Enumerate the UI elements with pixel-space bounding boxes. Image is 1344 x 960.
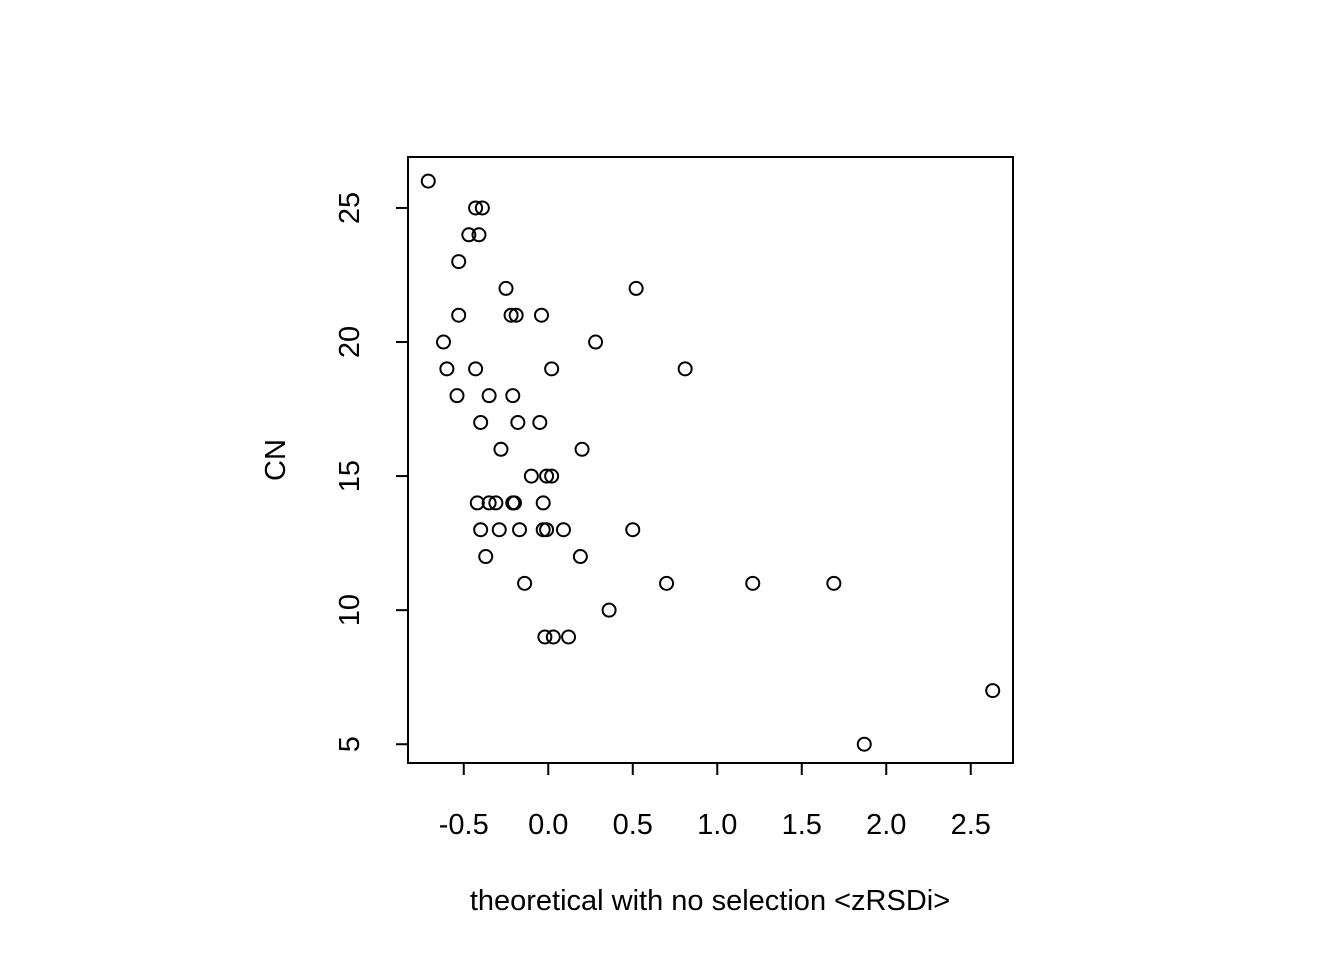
data-point: [555, 522, 571, 538]
y-tick-label: 25: [334, 192, 366, 224]
x-tick-label: 0.5: [613, 809, 653, 841]
data-point: [481, 495, 497, 511]
data-point: [468, 361, 484, 377]
data-point: [469, 495, 485, 511]
x-tick-label: 0.0: [528, 809, 568, 841]
data-point: [523, 468, 539, 484]
data-point: [451, 254, 467, 270]
data-point: [478, 549, 494, 565]
data-point: [473, 522, 489, 538]
x-tick-label: -0.5: [439, 809, 489, 841]
data-point: [503, 307, 519, 323]
data-point: [435, 334, 451, 350]
data-point: [537, 629, 553, 645]
data-point: [491, 522, 507, 538]
x-tick-label: 1.5: [782, 809, 822, 841]
data-point: [474, 200, 490, 216]
data-point: [628, 280, 644, 296]
data-point: [488, 495, 504, 511]
data-point: [506, 495, 522, 511]
data-point: [505, 388, 521, 404]
data-point: [439, 361, 455, 377]
data-point: [420, 173, 436, 189]
data-point: [508, 307, 524, 323]
data-point: [745, 575, 761, 591]
plot-frame: [407, 156, 1014, 764]
y-tick-label: 20: [334, 326, 366, 358]
data-point: [451, 307, 467, 323]
data-point: [625, 522, 641, 538]
data-point: [574, 441, 590, 457]
data-points: [420, 173, 1001, 752]
data-point: [493, 441, 509, 457]
data-point: [539, 522, 555, 538]
data-point: [826, 575, 842, 591]
y-tick-label: 15: [334, 460, 366, 492]
data-point: [659, 575, 675, 591]
data-point: [544, 361, 560, 377]
data-point: [544, 468, 560, 484]
data-point: [561, 629, 577, 645]
x-tick-label: 2.5: [951, 809, 991, 841]
y-tick-label: 5: [334, 736, 366, 752]
data-point: [572, 549, 588, 565]
data-point: [534, 307, 550, 323]
data-point: [545, 629, 561, 645]
data-point: [677, 361, 693, 377]
data-point: [449, 388, 465, 404]
x-tick-label: 2.0: [866, 809, 906, 841]
y-axis-label: CN: [260, 439, 292, 481]
data-point: [985, 683, 1001, 699]
x-tick-label: 1.0: [697, 809, 737, 841]
data-point: [588, 334, 604, 350]
y-axis: 5 10 15 20 25: [334, 192, 409, 752]
data-point: [468, 200, 484, 216]
data-point: [532, 414, 548, 430]
data-point: [510, 414, 526, 430]
data-point: [461, 227, 477, 243]
data-point: [481, 388, 497, 404]
data-point: [856, 736, 872, 752]
data-point: [512, 522, 528, 538]
x-axis-label: theoretical with no selection <zRSDi>: [470, 885, 950, 917]
data-point: [471, 227, 487, 243]
data-point: [539, 468, 555, 484]
data-point: [498, 280, 514, 296]
y-tick-label: 10: [334, 594, 366, 626]
x-axis: -0.5 0.0 0.5 1.0 1.5 2.0 2.5: [439, 762, 991, 841]
data-point: [473, 414, 489, 430]
data-point: [517, 575, 533, 591]
data-point: [535, 495, 551, 511]
data-point: [601, 602, 617, 618]
